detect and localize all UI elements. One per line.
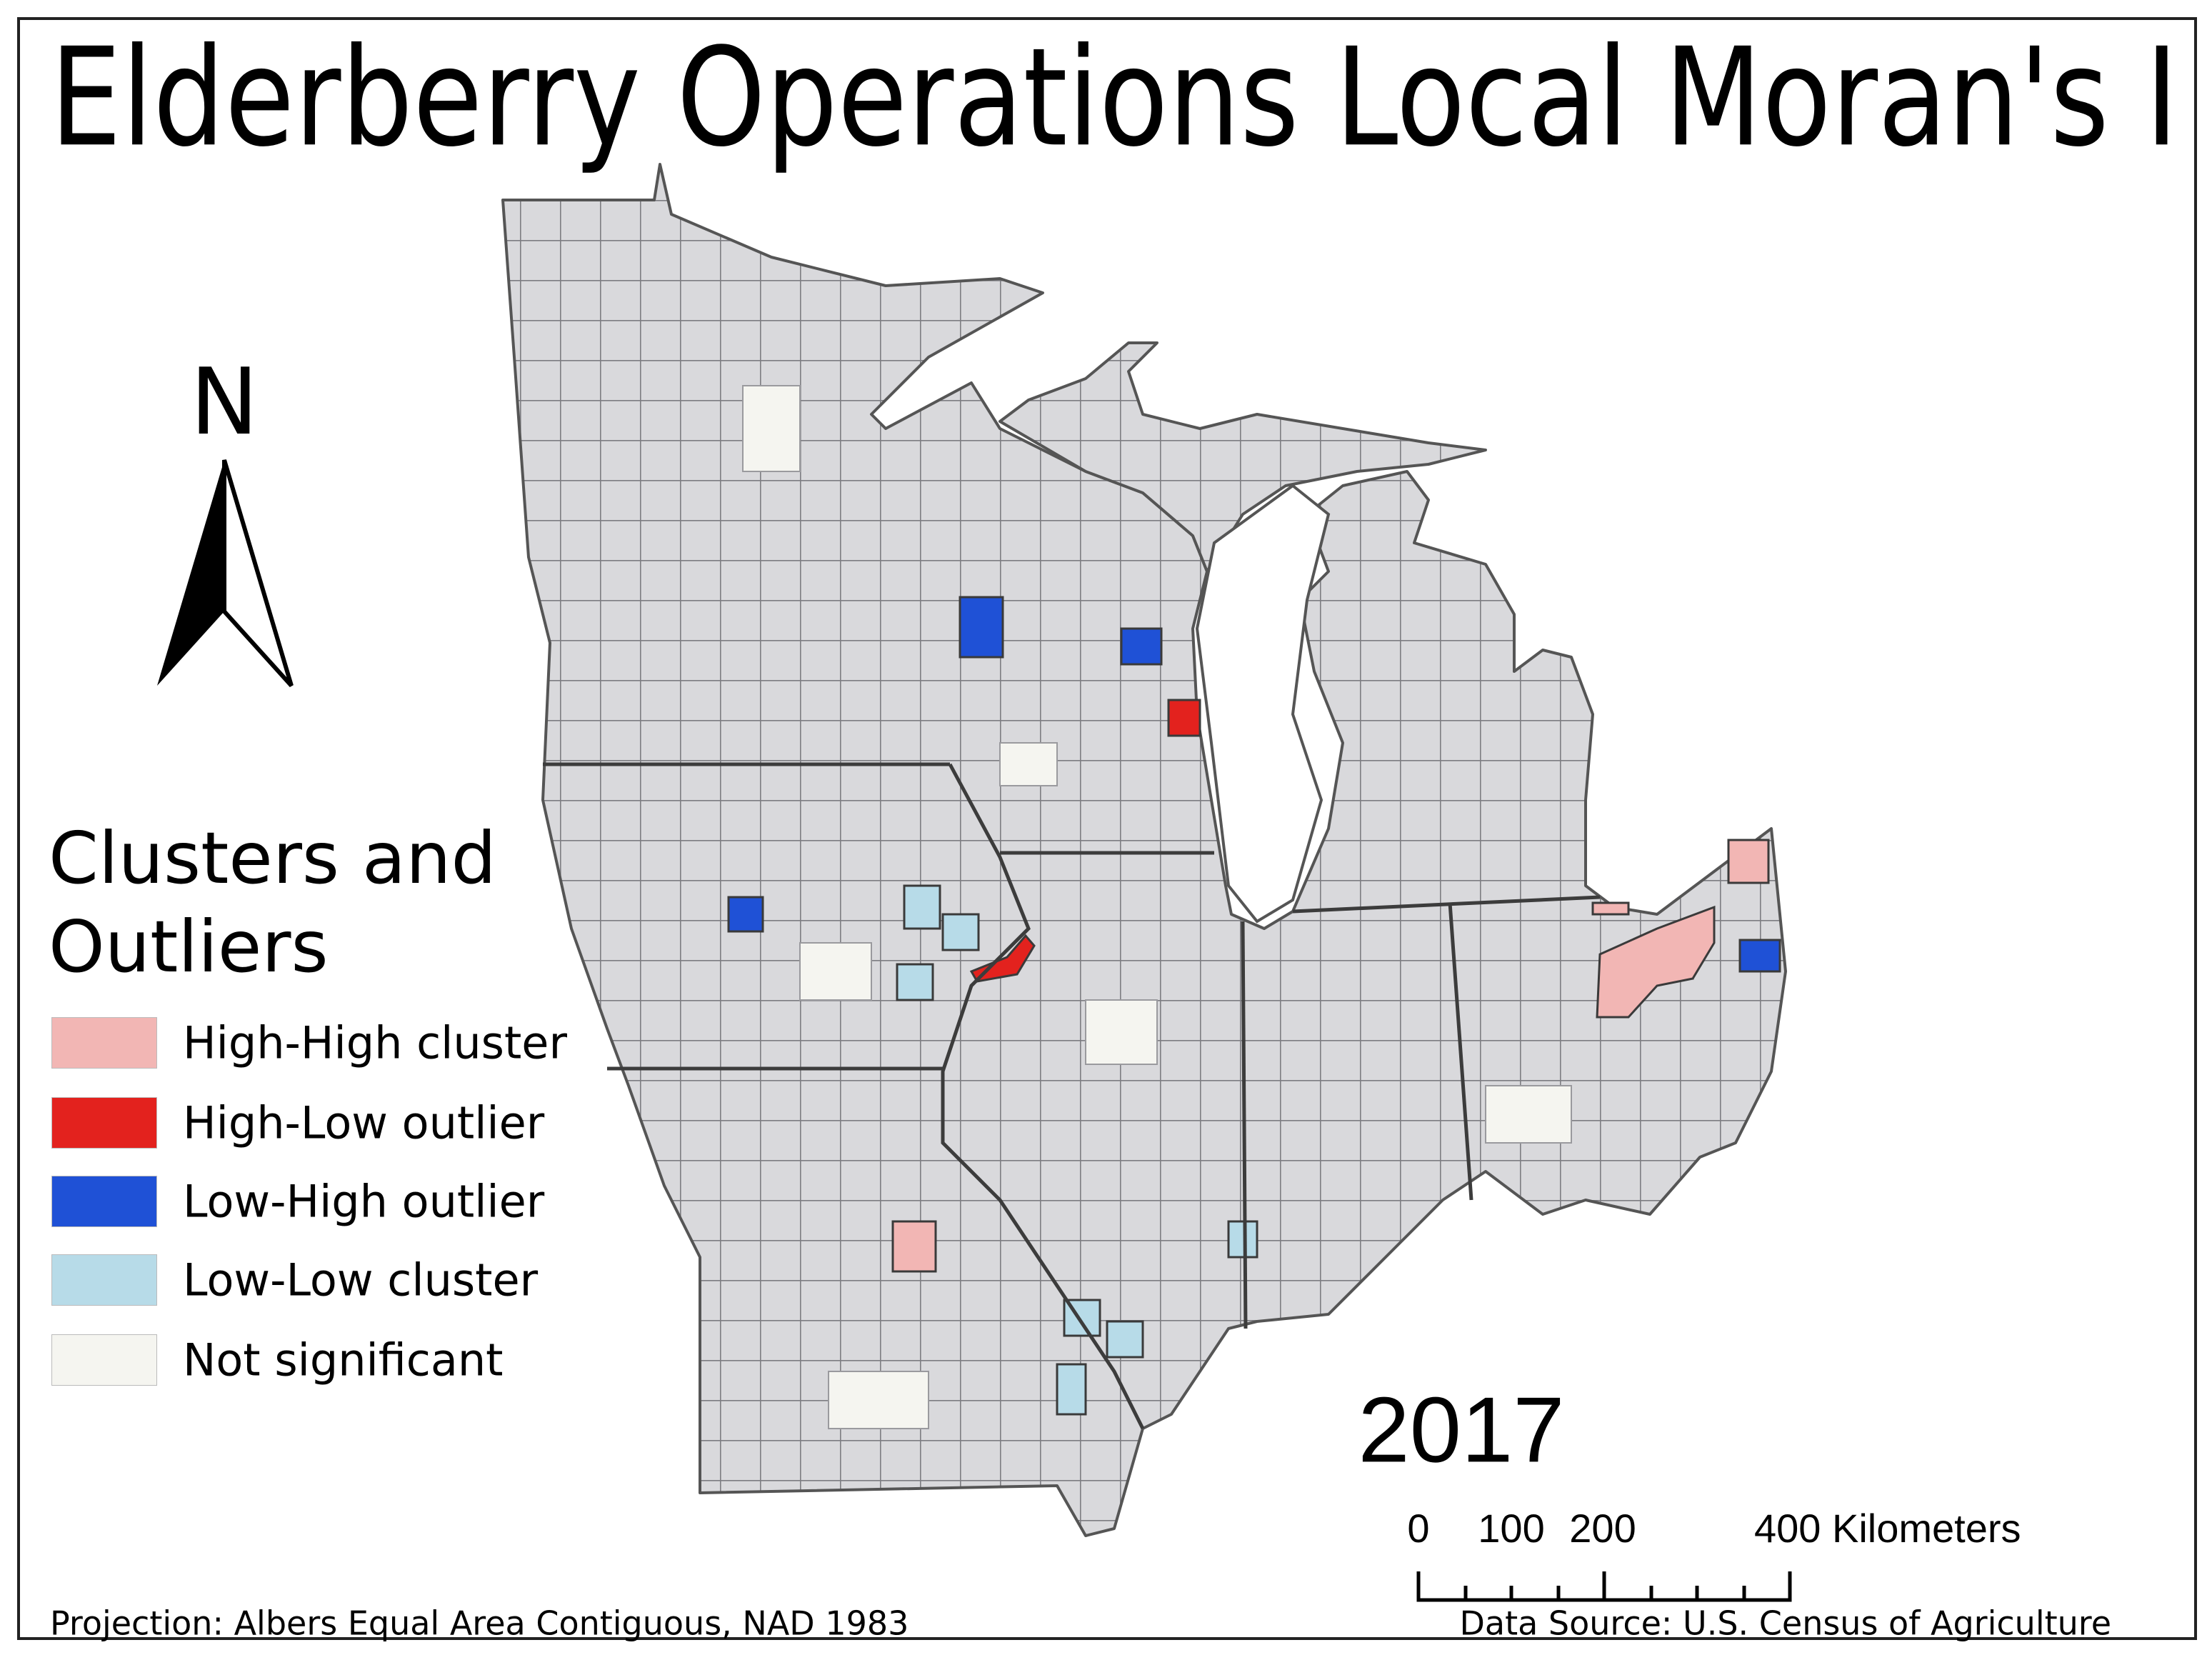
county (1591, 901, 1630, 916)
county (896, 963, 934, 1001)
source-note: Data Source: U.S. Census of Agriculture (1459, 1604, 2111, 1643)
scale-bar (1416, 1571, 1792, 1602)
scale-label: 200 (1569, 1506, 1636, 1551)
lake-michigan (1195, 484, 1331, 924)
legend-label: Not significant (183, 1334, 504, 1386)
county (727, 896, 764, 933)
county (828, 1371, 929, 1429)
north-label: N (190, 349, 259, 456)
county (1167, 699, 1201, 737)
scale-label: 100 (1478, 1506, 1544, 1551)
legend-label: Low-High outlier (183, 1175, 545, 1228)
scale-label: 0 (1407, 1506, 1429, 1551)
county (941, 913, 980, 951)
region-map (157, 163, 1792, 1602)
county (742, 385, 801, 472)
north-arrow (157, 459, 294, 688)
county (799, 942, 872, 1001)
legend-label: High-Low outlier (183, 1096, 545, 1149)
county (999, 742, 1058, 786)
significant-counties (727, 596, 1781, 1416)
county (1227, 1220, 1258, 1259)
legend-swatch (51, 1254, 157, 1306)
county (959, 596, 1004, 659)
legend-swatch (51, 1097, 157, 1149)
state-borders (543, 762, 1601, 1430)
legend-swatch (51, 1334, 157, 1386)
upper-peninsula (999, 341, 1487, 573)
not-significant-areas (742, 385, 1572, 1429)
county (1596, 905, 1716, 1019)
legend-swatch (51, 1017, 157, 1069)
county (1738, 939, 1781, 973)
county (1106, 1320, 1144, 1359)
states (501, 163, 1787, 1537)
county (1120, 627, 1163, 666)
county (1056, 1363, 1087, 1416)
county (1727, 839, 1770, 884)
legend-label: Low-Low cluster (183, 1254, 539, 1306)
scale-labels: 0 100 200 400 Kilometers (1407, 1506, 2021, 1551)
legend-title: Clusters and Outliers (49, 816, 496, 989)
county (1485, 1085, 1572, 1144)
map-frame (17, 17, 2197, 1640)
legend-label: High-High cluster (183, 1016, 567, 1069)
projection-note: Projection: Albers Equal Area Contiguous… (50, 1604, 909, 1643)
year-label: 2017 (1358, 1377, 1564, 1481)
legend-swatch (51, 1176, 157, 1227)
county (891, 1220, 937, 1273)
scale-label: 400 Kilometers (1754, 1506, 2021, 1551)
map-title: Elderberry Operations Local Moran's I (50, 19, 2178, 176)
county (903, 884, 941, 930)
county (1085, 999, 1158, 1065)
